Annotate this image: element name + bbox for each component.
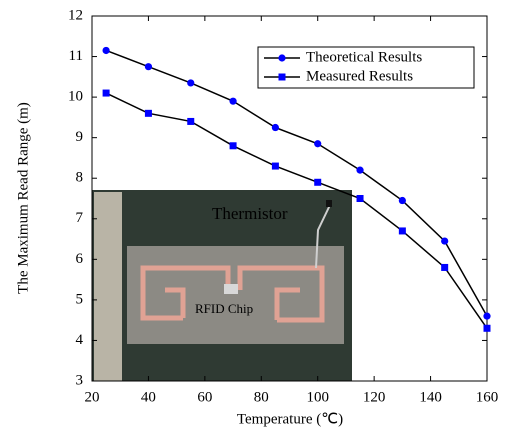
marker <box>441 237 449 245</box>
y-axis-label: The Maximum Read Range (m) <box>15 102 31 294</box>
board <box>127 246 344 344</box>
marker <box>187 79 195 87</box>
x-tick-label: 20 <box>85 389 100 405</box>
y-tick-label: 9 <box>76 129 84 145</box>
marker <box>271 162 279 170</box>
marker <box>398 196 406 205</box>
y-tick-label: 5 <box>76 291 84 307</box>
marker <box>229 97 237 105</box>
marker <box>229 142 237 150</box>
marker <box>483 324 491 332</box>
marker <box>314 140 322 148</box>
ruler <box>94 192 122 381</box>
legend-label: Theoretical Results <box>306 49 422 65</box>
y-tick-label: 3 <box>76 372 84 388</box>
marker <box>356 166 364 174</box>
y-tick-label: 4 <box>76 332 84 348</box>
legend: Theoretical Results Measured Results <box>257 46 475 89</box>
inset-photo: Thermistor RFID Chip <box>92 190 352 381</box>
x-tick-label: 60 <box>197 389 212 405</box>
x-tick-label: 160 <box>476 389 499 405</box>
series-line <box>105 49 488 317</box>
y-tick-label: 12 <box>68 7 83 23</box>
legend-box <box>257 46 475 89</box>
x-tick-label: 120 <box>363 389 386 405</box>
x-tick-label: 140 <box>419 389 442 405</box>
y-tick-label: 10 <box>68 89 83 105</box>
y-tick-label: 7 <box>76 210 84 226</box>
marker <box>144 109 152 117</box>
marker <box>187 117 195 125</box>
chip <box>224 284 238 294</box>
marker <box>441 263 449 271</box>
x-tick-label: 80 <box>254 389 269 405</box>
annotation: RFID Chip <box>195 301 253 316</box>
marker <box>356 195 364 202</box>
y-tick-label: 6 <box>76 251 84 267</box>
series-line <box>105 92 488 329</box>
y-tick-label: 8 <box>76 170 84 186</box>
marker <box>483 312 491 320</box>
marker <box>102 46 110 55</box>
antenna-trace <box>140 265 325 323</box>
marker <box>271 123 279 132</box>
x-tick-label: 100 <box>306 389 329 405</box>
marker <box>314 178 322 186</box>
y-tick-label: 11 <box>69 48 83 64</box>
plot-frame <box>91 15 488 382</box>
x-axis-label: Temperature (℃) <box>237 411 343 427</box>
legend-marker <box>278 73 286 81</box>
marker <box>102 89 110 97</box>
x-tick-label: 40 <box>141 389 156 405</box>
thermistor <box>326 200 332 207</box>
marker <box>398 227 406 235</box>
legend-label: Measured Results <box>306 68 413 84</box>
annotation: Thermistor <box>212 204 288 223</box>
legend-marker <box>278 54 286 62</box>
marker <box>144 63 153 71</box>
thermistor-wire <box>315 204 331 269</box>
